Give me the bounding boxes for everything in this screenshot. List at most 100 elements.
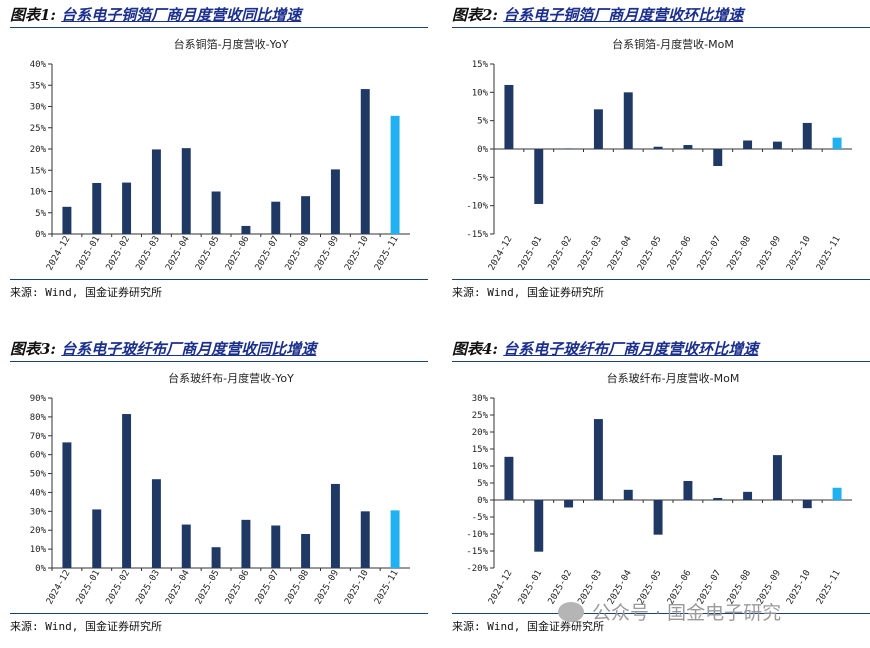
bar — [301, 196, 311, 234]
x-tick-label: 2025-10 — [785, 235, 813, 273]
x-tick-label: 2025-06 — [224, 235, 252, 273]
x-tick-label: 2025-11 — [373, 235, 401, 273]
bar — [271, 201, 281, 234]
y-tick-label: 60% — [30, 451, 47, 461]
x-tick-label: 2025-01 — [517, 235, 545, 273]
chart-title: 台系玻纤布-月度营收-MoM — [607, 371, 740, 385]
y-tick-label: 80% — [30, 413, 47, 423]
bar — [504, 84, 514, 149]
y-tick-label: 10% — [472, 462, 489, 472]
y-tick-label: -15% — [466, 547, 488, 557]
chart-copper-foil-mom: 台系铜箔-月度营收-MoM -15% -10% -5% 0% 5% 10% 15% 2024-1… — [466, 37, 852, 273]
source-divider — [452, 279, 870, 280]
x-tick-label: 2025-06 — [224, 569, 252, 607]
figure-panel-1: 图表1: 台系电子铜箔厂商月度营收同比增速 台系铜箔-月度营收-YoY 0% 5% 1… — [10, 4, 428, 304]
bar — [211, 547, 221, 568]
x-tick-label: 2024-12 — [45, 569, 73, 607]
x-tick-label: 2025-04 — [164, 235, 192, 273]
y-tick-label: 10% — [472, 88, 489, 98]
bar — [623, 489, 633, 500]
x-tick-label: 2024-12 — [45, 235, 73, 273]
bar — [564, 500, 574, 508]
x-tick-label: 2025-06 — [666, 235, 694, 273]
y-tick-label: 10% — [30, 545, 47, 555]
x-tick-label: 2025-03 — [134, 569, 162, 607]
wechat-icon — [558, 602, 584, 622]
chart-glass-fabric-mom: 台系玻纤布-月度营收-MoM -20% -15% -10% -5% 0% 5% 10% 15% 2… — [466, 371, 852, 607]
y-tick-label: 50% — [30, 470, 47, 480]
chart-glass-fabric-yoy: 台系玻纤布-月度营收-YoY 0% 10% 20% 30% 40% 50% 60% 70% 80%… — [30, 371, 410, 607]
x-tick-label: 2025-07 — [254, 235, 282, 273]
bar — [504, 456, 514, 500]
title-divider — [10, 361, 428, 362]
y-tick-label: 25% — [30, 124, 47, 134]
y-tick-label: 20% — [30, 145, 47, 155]
x-tick-label: 2025-08 — [726, 235, 754, 273]
chart-title: 台系铜箔-月度营收-YoY — [174, 37, 289, 51]
bar — [802, 500, 812, 509]
x-tick-label: 2025-01 — [75, 569, 103, 607]
bar — [623, 92, 633, 149]
figure-title: 图表4: 台系电子玻纤布厂商月度营收环比增速 — [452, 338, 758, 360]
bar — [181, 148, 191, 234]
bar — [211, 191, 221, 234]
figure-panel-2: 图表2: 台系电子铜箔厂商月度营收环比增速 台系铜箔-月度营收-MoM -15% -… — [452, 4, 870, 304]
bar — [360, 89, 370, 234]
y-tick-label: -10% — [466, 202, 488, 212]
bar — [534, 149, 544, 204]
bar — [151, 479, 161, 568]
bar — [772, 141, 782, 149]
figure-caption: 台系电子玻纤布厂商月度营收环比增速 — [503, 340, 759, 358]
x-tick-label: 2025-11 — [815, 569, 843, 607]
y-tick-label: 90% — [30, 394, 47, 404]
bar — [802, 122, 812, 149]
chart-copper-foil-yoy: 台系铜箔-月度营收-YoY 0% 5% 10% 15% 20% 25% 30% 35% 40% 20… — [30, 37, 410, 273]
bar — [653, 500, 663, 535]
source-note: 来源: Wind, 国金证券研究所 — [10, 620, 162, 633]
y-tick-label: 25% — [472, 411, 489, 421]
x-tick-label: 2025-09 — [313, 235, 341, 273]
bar — [62, 442, 72, 568]
x-tick-label: 2025-07 — [254, 569, 282, 607]
bar — [92, 183, 102, 234]
figure-panel-4: 图表4: 台系电子玻纤布厂商月度营收环比增速 台系玻纤布-月度营收-MoM -20… — [452, 338, 870, 638]
x-tick-label: 2025-09 — [755, 235, 783, 273]
figure-panel-3: 图表3: 台系电子玻纤布厂商月度营收同比增速 台系玻纤布-月度营收-YoY 0% 1… — [10, 338, 428, 638]
figure-caption: 台系电子玻纤布厂商月度营收同比增速 — [61, 340, 317, 358]
x-tick-label: 2025-03 — [134, 235, 162, 273]
bar — [772, 455, 782, 500]
bar — [122, 182, 132, 234]
bar — [683, 145, 693, 149]
source-note: 来源: Wind, 国金证券研究所 — [10, 286, 162, 299]
y-tick-label: 70% — [30, 432, 47, 442]
figure-number: 图表4: — [452, 340, 498, 358]
x-tick-label: 2025-02 — [547, 235, 575, 273]
figure-number: 图表1: — [10, 6, 56, 24]
y-tick-label: -5% — [472, 173, 489, 183]
x-tick-label: 2025-04 — [606, 235, 634, 273]
y-tick-label: -20% — [466, 564, 488, 574]
bar — [593, 419, 603, 500]
x-tick-label: 2025-08 — [284, 235, 312, 273]
source-note: 来源: Wind, 国金证券研究所 — [452, 620, 604, 633]
y-tick-label: -5% — [472, 513, 489, 523]
bar — [713, 149, 723, 166]
y-tick-label: 20% — [472, 428, 489, 438]
y-tick-label: 0% — [477, 145, 488, 155]
y-tick-label: 40% — [30, 488, 47, 498]
title-divider — [10, 27, 428, 28]
bar — [743, 491, 753, 500]
bar — [181, 524, 191, 568]
x-tick-label: 2025-05 — [194, 569, 222, 607]
y-tick-label: 10% — [30, 188, 47, 198]
x-tick-label: 2025-04 — [164, 569, 192, 607]
bar — [832, 487, 842, 500]
y-tick-label: 40% — [30, 60, 47, 70]
x-tick-label: 2025-02 — [105, 235, 133, 273]
source-note: 来源: Wind, 国金证券研究所 — [452, 286, 604, 299]
x-tick-label: 2025-08 — [284, 569, 312, 607]
x-tick-label: 2025-10 — [343, 235, 371, 273]
x-tick-label: 2025-10 — [343, 569, 371, 607]
x-tick-label: 2025-07 — [696, 235, 724, 273]
y-tick-label: 0% — [477, 496, 488, 506]
